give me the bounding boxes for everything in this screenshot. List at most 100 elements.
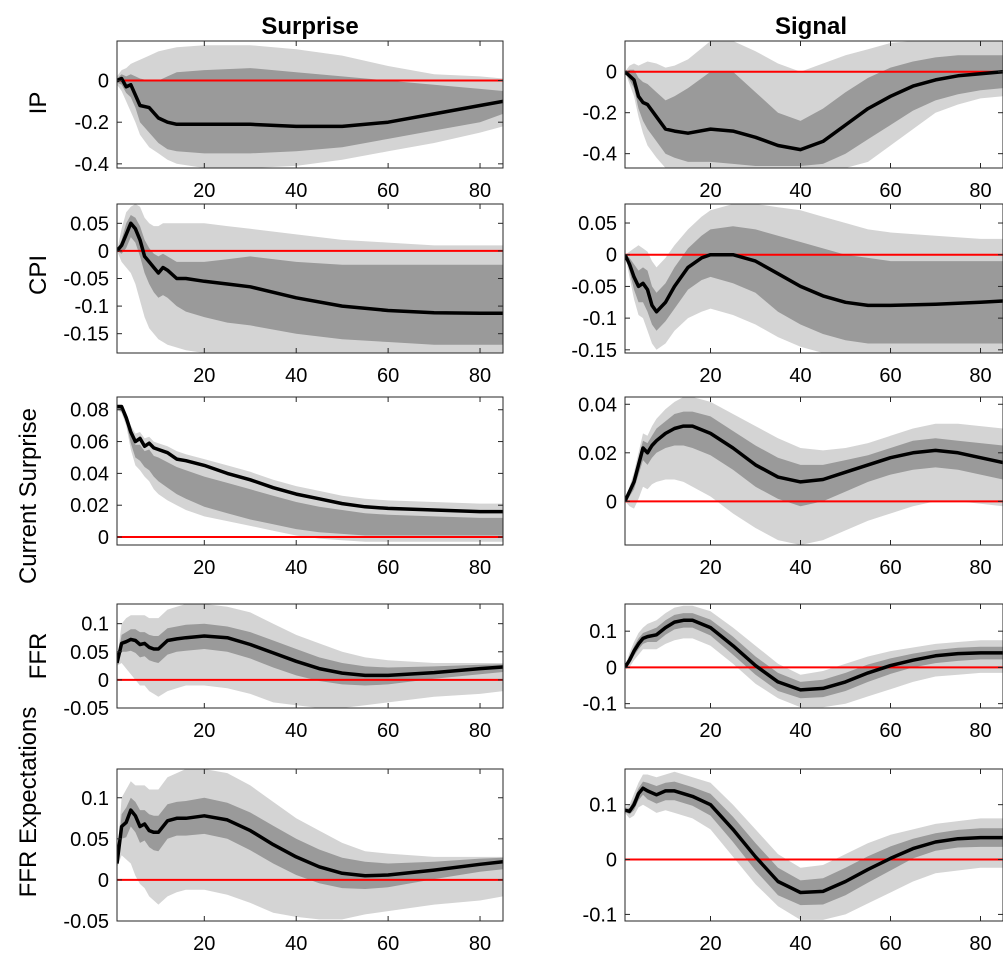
- panel-current-surprise-signal: 20 40 60 80 0.04 0.02 0: [578, 394, 1003, 579]
- y-tick-label: 0.04: [578, 394, 617, 416]
- x-tick-label: 80: [969, 365, 991, 387]
- x-tick-label: 60: [879, 365, 901, 387]
- x-tick-label: 80: [469, 720, 491, 742]
- confidence-band-inner: [625, 55, 1003, 166]
- axes-box: [624, 603, 1003, 709]
- plot-area: [625, 771, 1003, 920]
- x-tick-label: 20: [193, 365, 215, 387]
- x-tick-label: 20: [699, 720, 721, 742]
- x-tick-label: 40: [789, 720, 811, 742]
- x-tick-label: 40: [789, 933, 811, 955]
- axes-box: [624, 40, 1003, 169]
- confidence-band-inner: [117, 623, 503, 686]
- y-tick-label: 0: [606, 850, 617, 872]
- plot-area: [625, 397, 1003, 545]
- x-tick-label: 20: [193, 933, 215, 955]
- x-tick-label: 60: [879, 720, 901, 742]
- y-tick-label: -0.15: [571, 340, 617, 362]
- panel-ip-surprise: 20 40 60 80 0 -0.2 -0.4: [75, 40, 504, 202]
- y-tick-label: 0.02: [70, 495, 109, 517]
- axes-box: [624, 768, 1003, 922]
- y-tick-label: 0.04: [70, 463, 109, 485]
- y-tick-label: 0: [98, 527, 109, 549]
- x-tick-label: 20: [193, 720, 215, 742]
- column-title-signal: Signal: [775, 13, 847, 40]
- y-tick-label: -0.4: [583, 144, 617, 166]
- x-tick-label: 60: [879, 933, 901, 955]
- axes-box: [116, 40, 504, 169]
- row-label-ffr: FFR: [25, 633, 52, 680]
- x-tick-label: 20: [699, 933, 721, 955]
- x-tick-label: 40: [285, 933, 307, 955]
- response-line: [625, 618, 1003, 692]
- y-tick-label: 0.06: [70, 432, 109, 454]
- plot-area: [117, 404, 503, 542]
- response-line: [117, 404, 503, 514]
- x-tick-label: 20: [193, 180, 215, 202]
- x-tick-label: 80: [969, 557, 991, 579]
- axes-box: [116, 603, 504, 709]
- x-tick-label: 80: [969, 180, 991, 202]
- x-tick-label: 60: [377, 557, 399, 579]
- x-tick-label: 80: [969, 933, 991, 955]
- response-line: [117, 634, 503, 678]
- x-tick-label: 80: [969, 720, 991, 742]
- y-tick-label: 0.02: [578, 443, 617, 465]
- axes-box: [624, 396, 1003, 546]
- panel-cpi-signal: 20 40 60 80 0.05 0 -0.05 -0.1 -0.15: [571, 203, 1003, 387]
- column-title-surprise: Surprise: [261, 13, 358, 40]
- plot-area: [117, 604, 503, 708]
- panel-ffr-expectations-surprise: 20 40 60 80 0.1 0.05 0 -0.05: [63, 768, 504, 955]
- y-tick-label: -0.1: [583, 904, 617, 926]
- confidence-band-inner: [625, 411, 1003, 507]
- y-tick-label: 0.08: [70, 400, 109, 422]
- plot-area: [117, 45, 503, 168]
- y-tick-label: -0.05: [63, 911, 109, 933]
- y-tick-label: 0: [98, 241, 109, 263]
- y-tick-label: 0: [606, 657, 617, 679]
- y-tick-label: -0.05: [63, 269, 109, 291]
- y-tick-label: -0.2: [75, 112, 109, 134]
- axes-box: [116, 768, 504, 922]
- x-tick-label: 80: [469, 933, 491, 955]
- x-tick-label: 80: [469, 557, 491, 579]
- x-tick-label: 80: [469, 365, 491, 387]
- row-label-cpi: CPI: [25, 255, 52, 295]
- y-tick-label: 0.05: [70, 213, 109, 235]
- row-label-ip: IP: [25, 92, 52, 115]
- response-line: [625, 424, 1003, 503]
- x-tick-label: 60: [377, 933, 399, 955]
- y-tick-label: -0.05: [571, 276, 617, 298]
- y-tick-label: -0.15: [63, 324, 109, 346]
- response-line: [625, 69, 1003, 152]
- x-tick-label: 20: [699, 365, 721, 387]
- response-line: [625, 252, 1003, 314]
- y-tick-label: 0.1: [81, 614, 109, 636]
- panels-group: 20 40 60 80 0 -0.2 -0.4 20 40 60 80 0 -0.2 -0.4 20 40 60…: [63, 40, 1003, 955]
- x-tick-label: 40: [285, 180, 307, 202]
- panel-current-surprise-surprise: 20 40 60 80 0.08 0.06 0.04 0.02 0: [70, 396, 504, 579]
- response-line: [625, 786, 1003, 895]
- axes-box: [624, 203, 1003, 354]
- x-tick-label: 40: [789, 365, 811, 387]
- y-tick-label: 0.1: [589, 621, 617, 643]
- x-tick-label: 40: [285, 720, 307, 742]
- y-tick-label: -0.4: [75, 154, 109, 176]
- y-tick-label: 0.05: [70, 829, 109, 851]
- y-tick-label: -0.1: [583, 694, 617, 716]
- y-tick-label: 0.1: [81, 788, 109, 810]
- plot-area: [625, 41, 1003, 168]
- y-tick-label: 0: [606, 245, 617, 267]
- panel-ffr-surprise: 20 40 60 80 0.1 0.05 0 -0.05: [63, 603, 504, 742]
- response-line: [117, 808, 503, 878]
- row-label-current-surprise: Current Surprise: [15, 408, 42, 584]
- y-tick-label: -0.1: [75, 296, 109, 318]
- x-tick-label: 60: [879, 557, 901, 579]
- y-tick-label: 0.1: [589, 795, 617, 817]
- x-tick-label: 20: [699, 557, 721, 579]
- confidence-band-inner: [117, 68, 503, 154]
- panel-ffr-signal: 20 40 60 80 0.1 0 -0.1: [583, 603, 1003, 742]
- plot-area: [625, 204, 1003, 353]
- y-tick-label: 0.05: [578, 213, 617, 235]
